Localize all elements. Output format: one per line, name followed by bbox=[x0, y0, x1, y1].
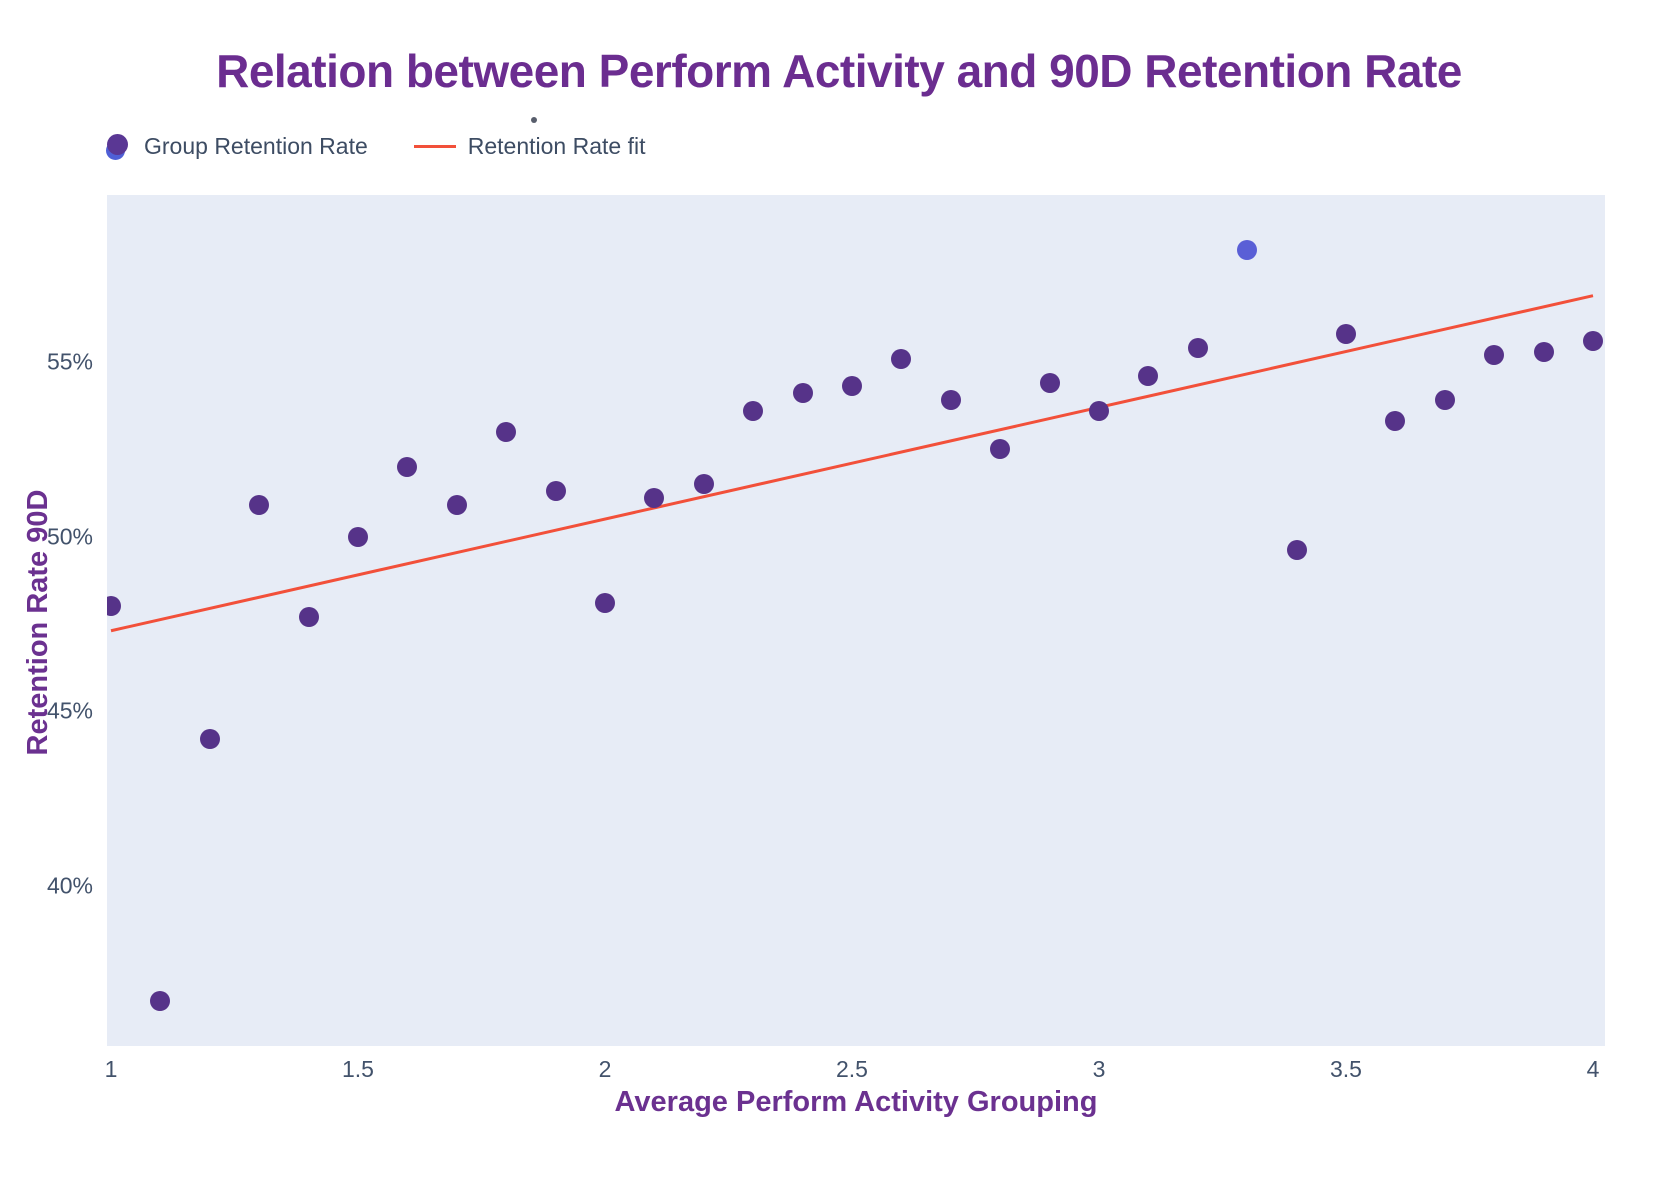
stray-mark bbox=[531, 117, 537, 123]
data-point[interactable] bbox=[1138, 365, 1159, 386]
data-point[interactable] bbox=[1533, 341, 1554, 362]
legend-item-retention-fit[interactable]: Retention Rate fit bbox=[413, 132, 646, 160]
fit-line[interactable] bbox=[107, 195, 1605, 1046]
y-tick-label: 40% bbox=[46, 872, 93, 898]
data-point[interactable] bbox=[1583, 331, 1603, 352]
x-tick-label: 2.5 bbox=[836, 1056, 868, 1082]
data-point[interactable] bbox=[693, 474, 714, 495]
data-point[interactable] bbox=[446, 495, 467, 516]
data-point[interactable] bbox=[107, 596, 121, 617]
x-tick-label: 4 bbox=[1586, 1056, 1600, 1082]
data-point[interactable] bbox=[150, 990, 171, 1011]
y-tick-label: 55% bbox=[46, 348, 93, 375]
data-point[interactable] bbox=[1089, 400, 1109, 421]
data-point[interactable] bbox=[1187, 338, 1208, 359]
data-point[interactable] bbox=[1336, 324, 1356, 345]
data-point[interactable] bbox=[990, 439, 1011, 460]
x-tick-label: 3 bbox=[1092, 1056, 1106, 1082]
data-point[interactable] bbox=[199, 728, 220, 749]
data-point[interactable] bbox=[298, 606, 319, 627]
x-axis-title: Average Perform Activity Grouping bbox=[614, 1086, 1098, 1118]
data-point[interactable] bbox=[743, 400, 764, 421]
fit-line-icon bbox=[413, 144, 456, 148]
legend-item-group-retention[interactable]: Group Retention Rate bbox=[104, 133, 368, 160]
data-point[interactable] bbox=[496, 421, 517, 442]
data-point-outlier[interactable] bbox=[1237, 240, 1258, 261]
data-point[interactable] bbox=[1286, 540, 1307, 561]
data-point[interactable] bbox=[397, 456, 418, 477]
data-point[interactable] bbox=[545, 481, 566, 502]
data-point[interactable] bbox=[1039, 372, 1060, 393]
data-point[interactable] bbox=[1434, 390, 1455, 411]
data-point[interactable] bbox=[891, 348, 912, 369]
legend-label: Retention Rate fit bbox=[467, 132, 646, 159]
data-point[interactable] bbox=[644, 488, 665, 509]
y-tick-label: 45% bbox=[46, 697, 93, 724]
y-tick-label: 50% bbox=[46, 523, 93, 549]
legend: Group Retention Rate Retention Rate fit bbox=[104, 128, 691, 164]
chart-title: Relation between Perform Activity and 90… bbox=[216, 45, 1462, 97]
x-tick-label: 2 bbox=[598, 1056, 612, 1082]
data-point[interactable] bbox=[249, 495, 270, 516]
data-point[interactable] bbox=[792, 383, 813, 404]
x-tick-label: 1 bbox=[104, 1056, 118, 1082]
y-axis-title: Retention Rate 90D bbox=[22, 489, 54, 756]
data-point[interactable] bbox=[842, 376, 862, 397]
data-point[interactable] bbox=[595, 592, 615, 613]
data-point[interactable] bbox=[1484, 345, 1505, 366]
scatter-marker-icon bbox=[104, 133, 130, 160]
data-point[interactable] bbox=[940, 390, 961, 411]
x-tick-label: 1.5 bbox=[342, 1056, 374, 1082]
data-point[interactable] bbox=[1385, 411, 1406, 432]
x-tick-label: 3.5 bbox=[1330, 1056, 1362, 1082]
legend-label: Group Retention Rate bbox=[144, 132, 368, 159]
plot-area bbox=[107, 195, 1605, 1046]
data-point[interactable] bbox=[348, 526, 368, 547]
